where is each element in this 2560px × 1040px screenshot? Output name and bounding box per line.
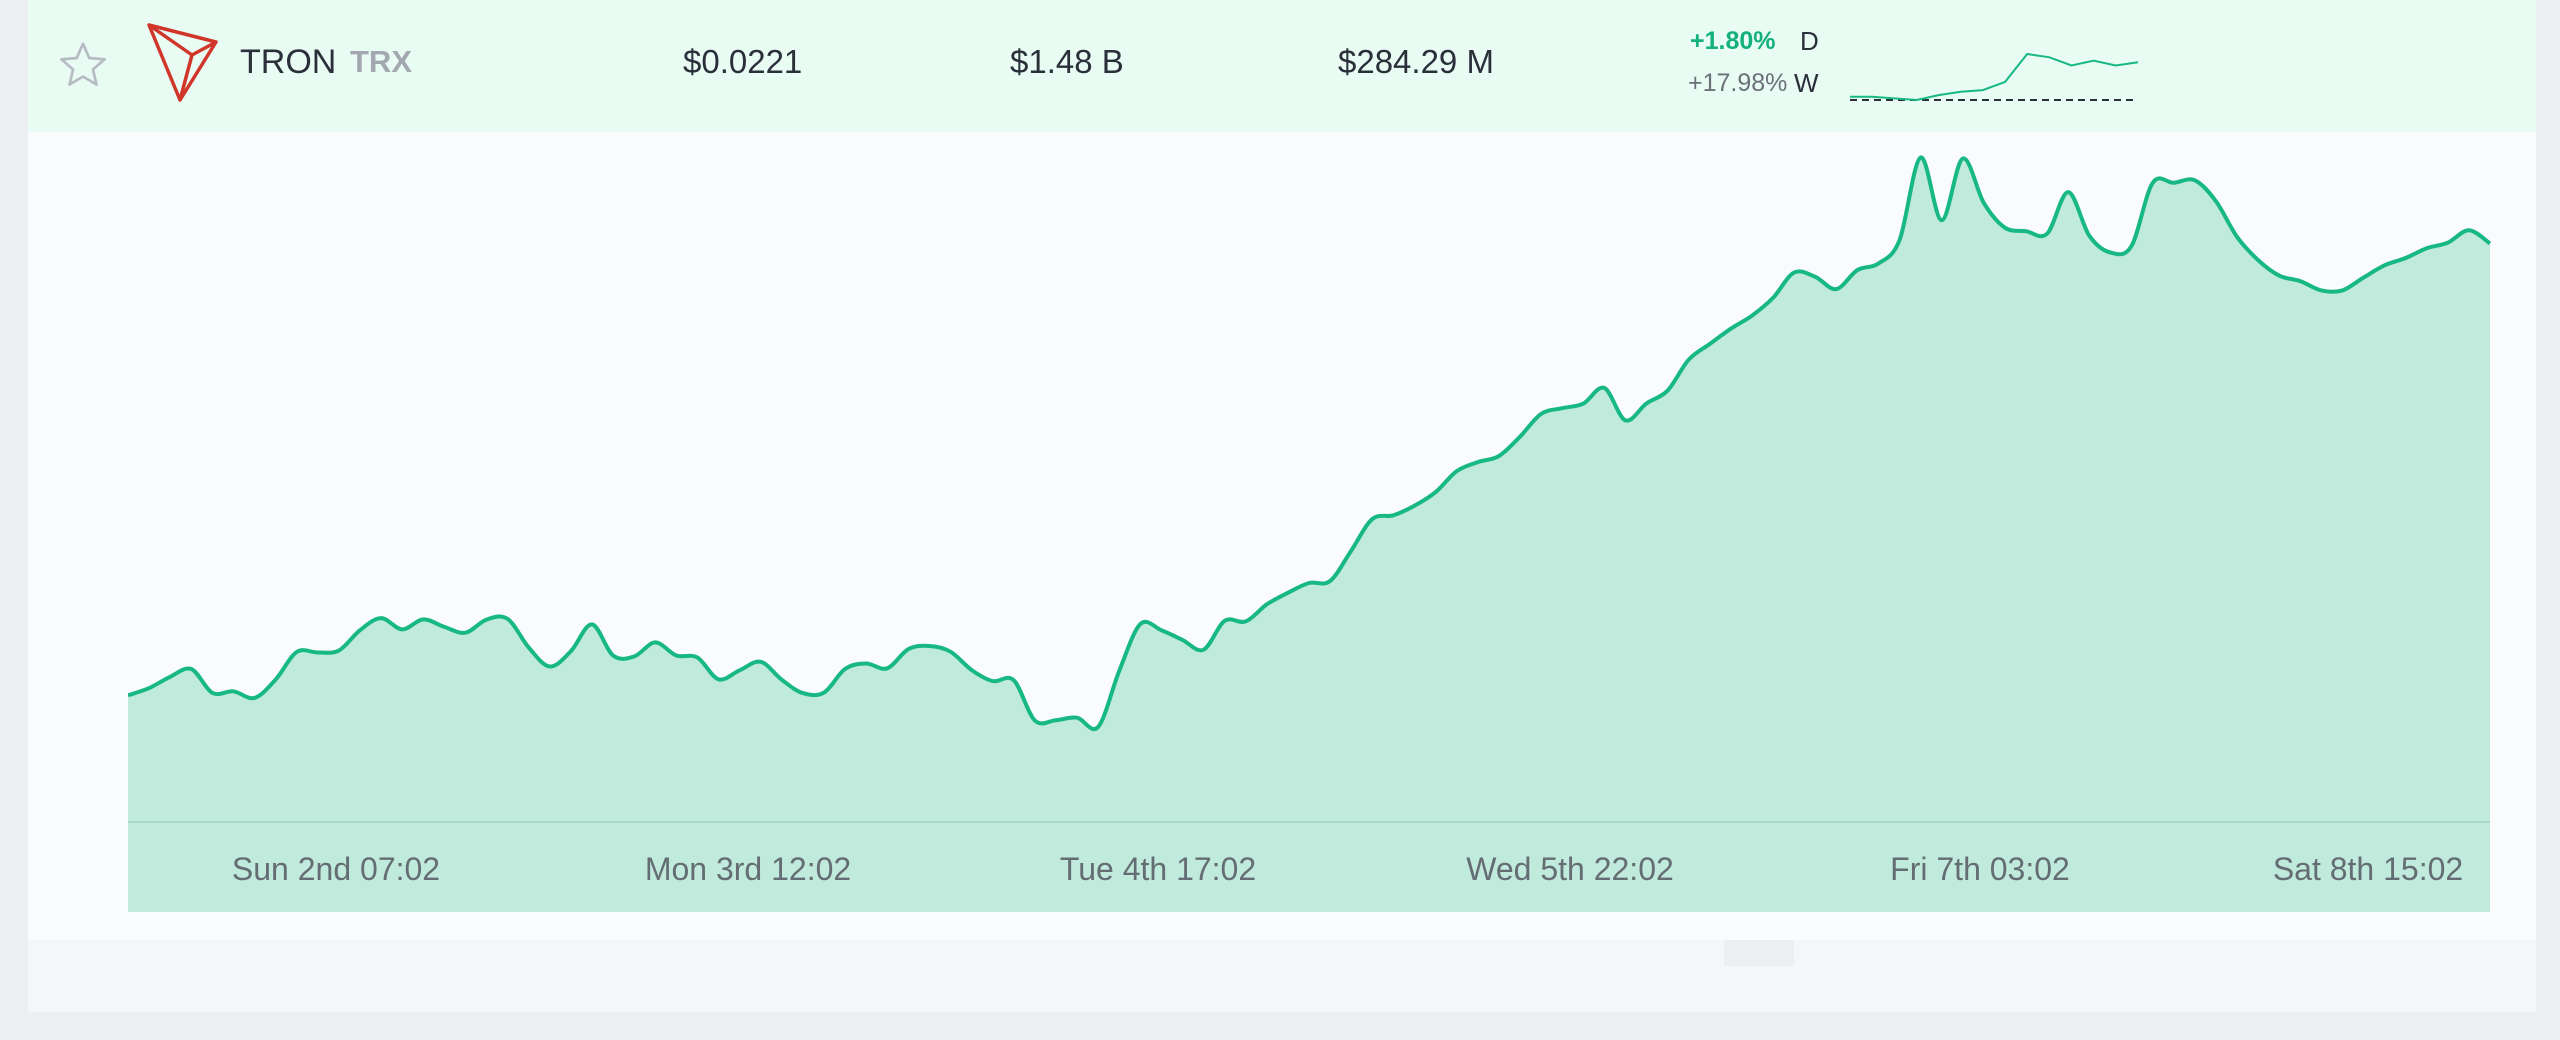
coin-row[interactable]: TRON TRX $0.0221 $1.48 B $284.29 M +1.80… [28, 0, 2536, 132]
x-axis-tick-label: Wed 5th 22:02 [1466, 851, 1674, 887]
change-week: +17.98% [1688, 69, 1788, 97]
coin-price: $0.0221 [683, 43, 803, 80]
x-axis-tick-label: Sun 2nd 07:02 [232, 851, 440, 887]
coin-symbol: TRX [350, 44, 412, 79]
coin-name: TRON [240, 43, 337, 81]
sparkline-chart [1850, 52, 2139, 102]
volume: $284.29 M [1338, 43, 1494, 80]
bottom-strip [28, 940, 2536, 1012]
price-area-chart: Sun 2nd 07:02 Mon 3rd 12:02 Tue 4th 17:02 W… [128, 155, 2492, 913]
bottom-tab [1724, 940, 1794, 966]
change-day: +1.80% [1690, 27, 1776, 55]
price-area-fill [128, 157, 2490, 913]
x-axis-tick-label: Fri 7th 03:02 [1890, 851, 2070, 887]
market-cap: $1.48 B [1010, 43, 1124, 80]
price-line [128, 155, 2492, 731]
x-axis-tick-label: Tue 4th 17:02 [1060, 851, 1256, 887]
x-axis-tick-label: Sat 8th 15:02 [2273, 851, 2463, 887]
sparkline-line [1850, 52, 2139, 102]
star-icon[interactable] [56, 38, 110, 92]
coin-card: TRON TRX $0.0221 $1.48 B $284.29 M +1.80… [28, 0, 2536, 1012]
change-week-label: W [1794, 68, 1819, 98]
x-axis-tick-label: Mon 3rd 12:02 [645, 851, 851, 887]
tron-logo-icon [147, 23, 218, 102]
change-day-label: D [1800, 26, 1819, 56]
